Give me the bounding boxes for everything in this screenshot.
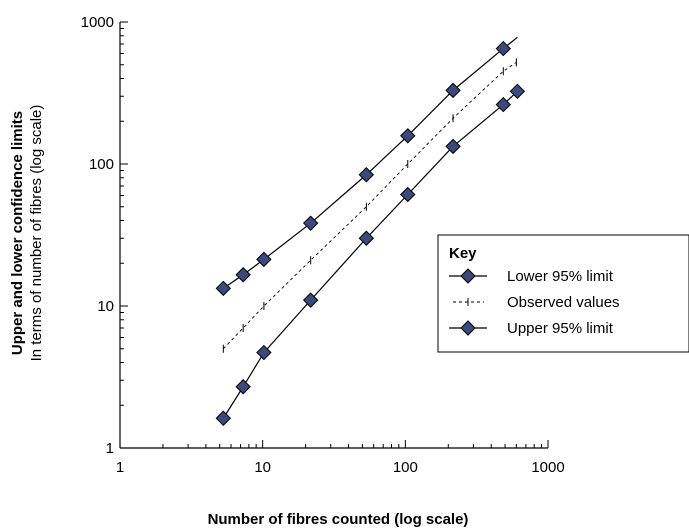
upper-point [235, 267, 251, 283]
legend-box [437, 234, 689, 353]
y-tick-label: 10 [97, 298, 114, 315]
upper-point [445, 82, 461, 99]
legend-label-lower: Lower 95% limit [507, 268, 614, 285]
observed-series-line [223, 61, 517, 350]
y-tick-label: 1000 [81, 14, 114, 31]
axes-layer: 1 10 100 1000 1 10 100 1000 [81, 14, 565, 476]
lower-point [256, 344, 272, 361]
lower-point [358, 230, 375, 246]
upper-point [358, 167, 375, 183]
upper-point [256, 251, 272, 268]
x-tick-label: 100 [393, 459, 418, 476]
legend-marker-upper [460, 320, 476, 336]
x-tick-label: 1 [116, 459, 124, 476]
series-layer [215, 36, 526, 426]
legend-title: Key [449, 245, 477, 262]
y-tick-label: 1 [106, 440, 114, 457]
upper-point [215, 280, 232, 297]
lower-point [495, 96, 512, 113]
upper-point [495, 40, 512, 57]
upper-point [302, 215, 319, 231]
x-tick-label: 10 [254, 459, 271, 476]
lower-point [445, 138, 461, 155]
legend-label-upper: Upper 95% limit [507, 320, 614, 337]
legend: Key Lower 95% limit Observed values Uppe… [437, 234, 689, 353]
legend-label-observed: Observed values [507, 294, 620, 311]
lower-point [215, 410, 232, 426]
y-axis-subtitle: In terms of number of fibres (log scale) [28, 105, 45, 362]
lower-point [400, 186, 416, 203]
upper-point [400, 128, 416, 144]
legend-marker-lower [460, 268, 476, 284]
lower-point [509, 83, 526, 100]
lower-point [302, 292, 319, 308]
y-axis-title: Upper and lower confidence limits [9, 111, 26, 355]
x-tick-label: 1000 [531, 459, 564, 476]
lower-point [235, 379, 251, 395]
y-tick-label: 100 [89, 156, 114, 173]
x-axis-title: Number of fibres counted (log scale) [208, 511, 469, 528]
